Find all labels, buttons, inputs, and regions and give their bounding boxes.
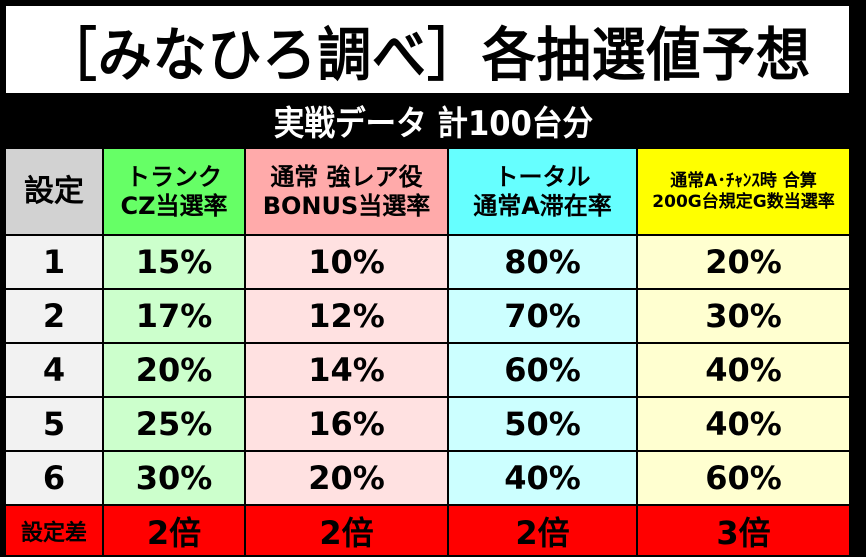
trunk-cz-cell: 20%: [104, 344, 244, 396]
header-bonus-rate: 通常 強レア役 BONUS当選率: [246, 149, 447, 234]
lottery-table: 設定 トランク CZ当選率 通常 強レア役 BONUS当選率 トータル 通常A滞…: [4, 147, 851, 557]
table-row: 4 20% 14% 60% 40%: [6, 344, 849, 396]
setting-cell: 2: [6, 290, 102, 342]
setting-cell: 1: [6, 236, 102, 288]
setting-cell: 5: [6, 398, 102, 450]
bonus-rate-cell: 10%: [246, 236, 447, 288]
header-row: 設定 トランク CZ当選率 通常 強レア役 BONUS当選率 トータル 通常A滞…: [6, 149, 849, 234]
page-title: ［みなひろ調べ］各抽選値予想: [43, 20, 812, 89]
trunk-cz-diff: 2倍: [104, 506, 244, 555]
title-banner: ［みなひろ調べ］各抽選値予想: [6, 6, 849, 93]
normal-a-cell: 80%: [449, 236, 636, 288]
200g-rate-cell: 60%: [638, 452, 849, 504]
setting-cell: 6: [6, 452, 102, 504]
header-200g-rate: 通常A･ﾁｬﾝｽ時 合算 200G台規定G数当選率: [638, 149, 849, 234]
trunk-cz-cell: 30%: [104, 452, 244, 504]
header-trunk-cz: トランク CZ当選率: [104, 149, 244, 234]
table-row: 2 17% 12% 70% 30%: [6, 290, 849, 342]
bonus-rate-cell: 16%: [246, 398, 447, 450]
normal-a-cell: 40%: [449, 452, 636, 504]
trunk-cz-cell: 15%: [104, 236, 244, 288]
bonus-rate-cell: 20%: [246, 452, 447, 504]
bonus-rate-cell: 14%: [246, 344, 447, 396]
normal-a-cell: 50%: [449, 398, 636, 450]
setting-difference-label: 設定差: [6, 506, 102, 555]
setting-cell: 4: [6, 344, 102, 396]
header-normal-a-rate: トータル 通常A滞在率: [449, 149, 636, 234]
bonus-rate-cell: 12%: [246, 290, 447, 342]
200g-rate-cell: 30%: [638, 290, 849, 342]
table-row: 5 25% 16% 50% 40%: [6, 398, 849, 450]
200g-rate-cell: 40%: [638, 344, 849, 396]
bonus-rate-diff: 2倍: [246, 506, 447, 555]
subtitle-band: 実戦データ 計100台分: [0, 93, 866, 148]
200g-rate-cell: 20%: [638, 236, 849, 288]
normal-a-cell: 70%: [449, 290, 636, 342]
normal-a-cell: 60%: [449, 344, 636, 396]
table-row: 1 15% 10% 80% 20%: [6, 236, 849, 288]
table-row: 6 30% 20% 40% 60%: [6, 452, 849, 504]
200g-rate-cell: 40%: [638, 398, 849, 450]
setting-difference-row: 設定差 2倍 2倍 2倍 3倍: [6, 506, 849, 555]
200g-rate-diff: 3倍: [638, 506, 849, 555]
page-subtitle: 実戦データ 計100台分: [273, 104, 593, 144]
header-setting: 設定: [6, 149, 102, 234]
trunk-cz-cell: 25%: [104, 398, 244, 450]
trunk-cz-cell: 17%: [104, 290, 244, 342]
normal-a-diff: 2倍: [449, 506, 636, 555]
